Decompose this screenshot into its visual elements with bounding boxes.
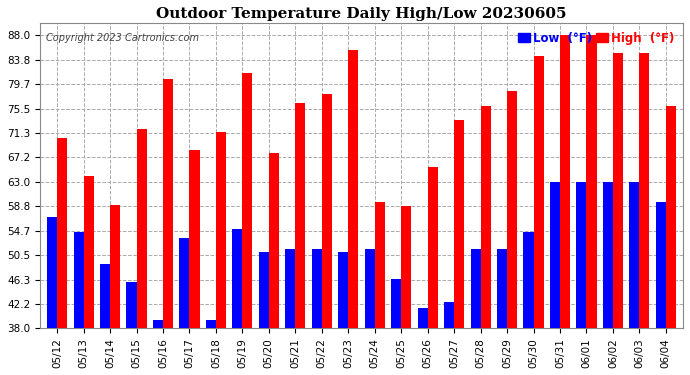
Bar [338, 252, 348, 328]
Bar [471, 249, 481, 328]
Bar [524, 232, 533, 328]
Bar [259, 252, 269, 328]
Bar [533, 56, 544, 328]
Bar [233, 229, 242, 328]
Text: Copyright 2023 Cartronics.com: Copyright 2023 Cartronics.com [46, 33, 199, 43]
Bar [57, 138, 67, 328]
Legend: Low  (°F), High  (°F): Low (°F), High (°F) [515, 29, 677, 47]
Bar [206, 320, 216, 328]
Bar [656, 202, 666, 328]
Bar [83, 176, 94, 328]
Bar [507, 91, 517, 328]
Bar [74, 232, 83, 328]
Bar [603, 182, 613, 328]
Bar [137, 129, 146, 328]
Bar [417, 308, 428, 328]
Bar [550, 182, 560, 328]
Bar [269, 153, 279, 328]
Bar [242, 74, 253, 328]
Bar [100, 264, 110, 328]
Bar [179, 237, 190, 328]
Bar [560, 35, 570, 328]
Bar [454, 120, 464, 328]
Bar [391, 279, 401, 328]
Bar [666, 106, 676, 328]
Bar [153, 320, 163, 328]
Bar [576, 182, 586, 328]
Bar [375, 202, 385, 328]
Bar [163, 79, 173, 328]
Bar [586, 35, 597, 328]
Bar [613, 53, 623, 328]
Bar [190, 150, 199, 328]
Bar [364, 249, 375, 328]
Title: Outdoor Temperature Daily High/Low 20230605: Outdoor Temperature Daily High/Low 20230… [156, 7, 566, 21]
Bar [444, 302, 454, 328]
Bar [497, 249, 507, 328]
Bar [629, 182, 640, 328]
Bar [428, 167, 437, 328]
Bar [47, 217, 57, 328]
Bar [312, 249, 322, 328]
Bar [640, 53, 649, 328]
Bar [322, 94, 332, 328]
Bar [285, 249, 295, 328]
Bar [110, 205, 120, 328]
Bar [295, 103, 306, 328]
Bar [481, 106, 491, 328]
Bar [216, 132, 226, 328]
Bar [348, 50, 358, 328]
Bar [401, 207, 411, 328]
Bar [126, 282, 137, 328]
